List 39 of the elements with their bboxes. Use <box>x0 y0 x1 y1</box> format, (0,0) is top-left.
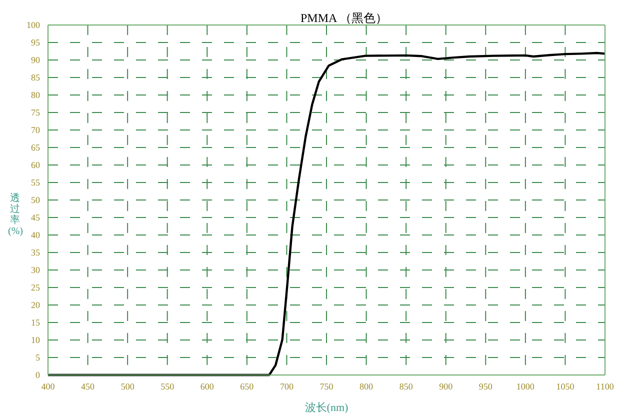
x-tick-label: 550 <box>160 381 175 392</box>
x-tick-label: 1050 <box>556 381 575 392</box>
y-tick-label: 15 <box>31 318 40 328</box>
y-tick-label: 25 <box>31 282 40 293</box>
x-tick-label: 1000 <box>516 381 535 392</box>
y-axis-title: 透过率 (%) <box>8 193 23 237</box>
y-tick-label: 40 <box>31 230 40 240</box>
x-tick-label: 450 <box>81 381 96 392</box>
y-tick-label: 75 <box>31 108 40 118</box>
y-tick-label: 50 <box>31 195 40 206</box>
y-tick-label: 80 <box>31 90 40 100</box>
x-tick-label: 950 <box>478 381 493 392</box>
y-tick-label: 30 <box>31 265 40 276</box>
x-tick-label: 500 <box>120 381 135 392</box>
y-tick-label: 65 <box>31 142 40 153</box>
y-tick-label: 90 <box>31 55 40 66</box>
y-tick-label: 95 <box>31 38 40 48</box>
y-tick-label: 55 <box>31 178 40 188</box>
x-tick-label: 700 <box>280 381 294 392</box>
chart-title: PMMA （黑色） <box>300 11 388 25</box>
x-tick-label: 600 <box>200 381 214 392</box>
y-tick-label: 70 <box>31 125 40 136</box>
y-tick-label: 100 <box>26 20 40 30</box>
y-tick-label: 85 <box>31 72 40 83</box>
y-tick-label: 5 <box>36 352 40 363</box>
x-tick-label: 650 <box>240 381 254 392</box>
y-tick-label: 45 <box>31 212 40 223</box>
y-tick-label: 60 <box>31 160 40 170</box>
y-tick-label: 10 <box>31 335 40 346</box>
y-tick-label: 0 <box>36 370 40 380</box>
x-tick-label: 900 <box>439 381 454 392</box>
x-axis-title: 波长(nm) <box>304 401 349 414</box>
x-tick-label: 750 <box>320 381 334 392</box>
x-tick-label: 850 <box>399 381 414 392</box>
x-tick-label: 1100 <box>596 381 614 392</box>
x-tick-label: 800 <box>360 381 374 392</box>
y-tick-label: 35 <box>31 248 40 258</box>
x-tick-label: 400 <box>41 381 56 392</box>
y-tick-label: 20 <box>31 300 40 310</box>
